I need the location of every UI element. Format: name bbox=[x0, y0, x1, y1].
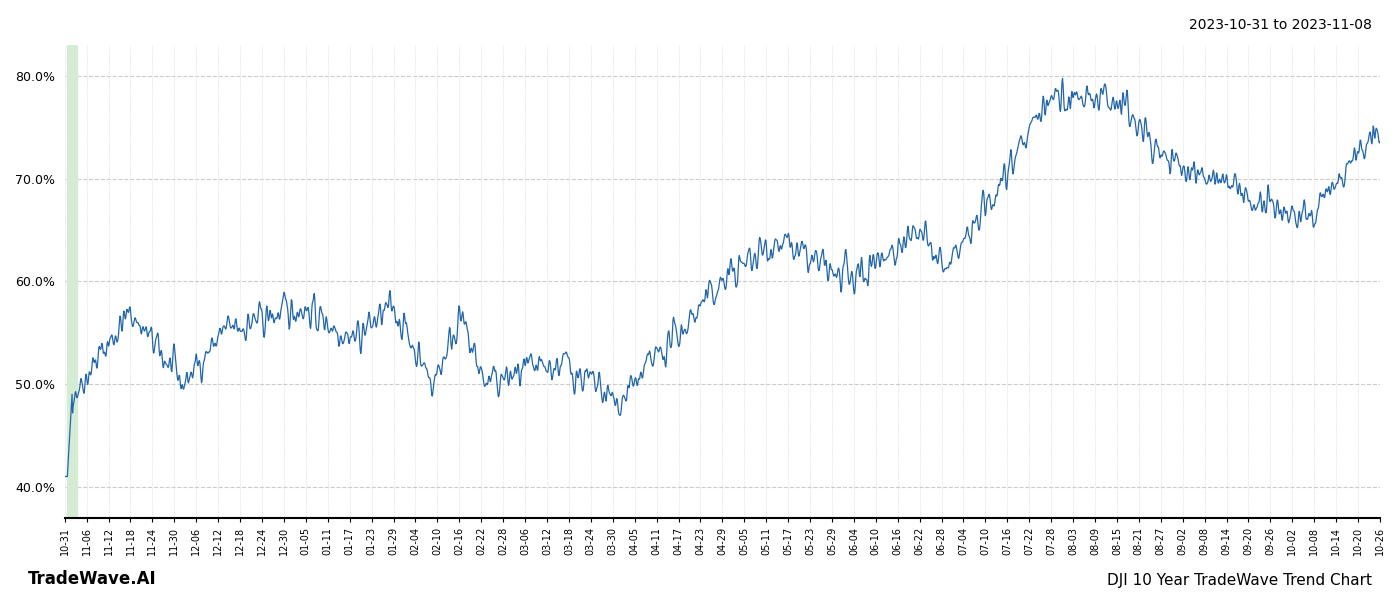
Text: TradeWave.AI: TradeWave.AI bbox=[28, 570, 157, 588]
Text: 2023-10-31 to 2023-11-08: 2023-10-31 to 2023-11-08 bbox=[1189, 18, 1372, 32]
Bar bbox=[67, 45, 77, 518]
Text: DJI 10 Year TradeWave Trend Chart: DJI 10 Year TradeWave Trend Chart bbox=[1107, 573, 1372, 588]
